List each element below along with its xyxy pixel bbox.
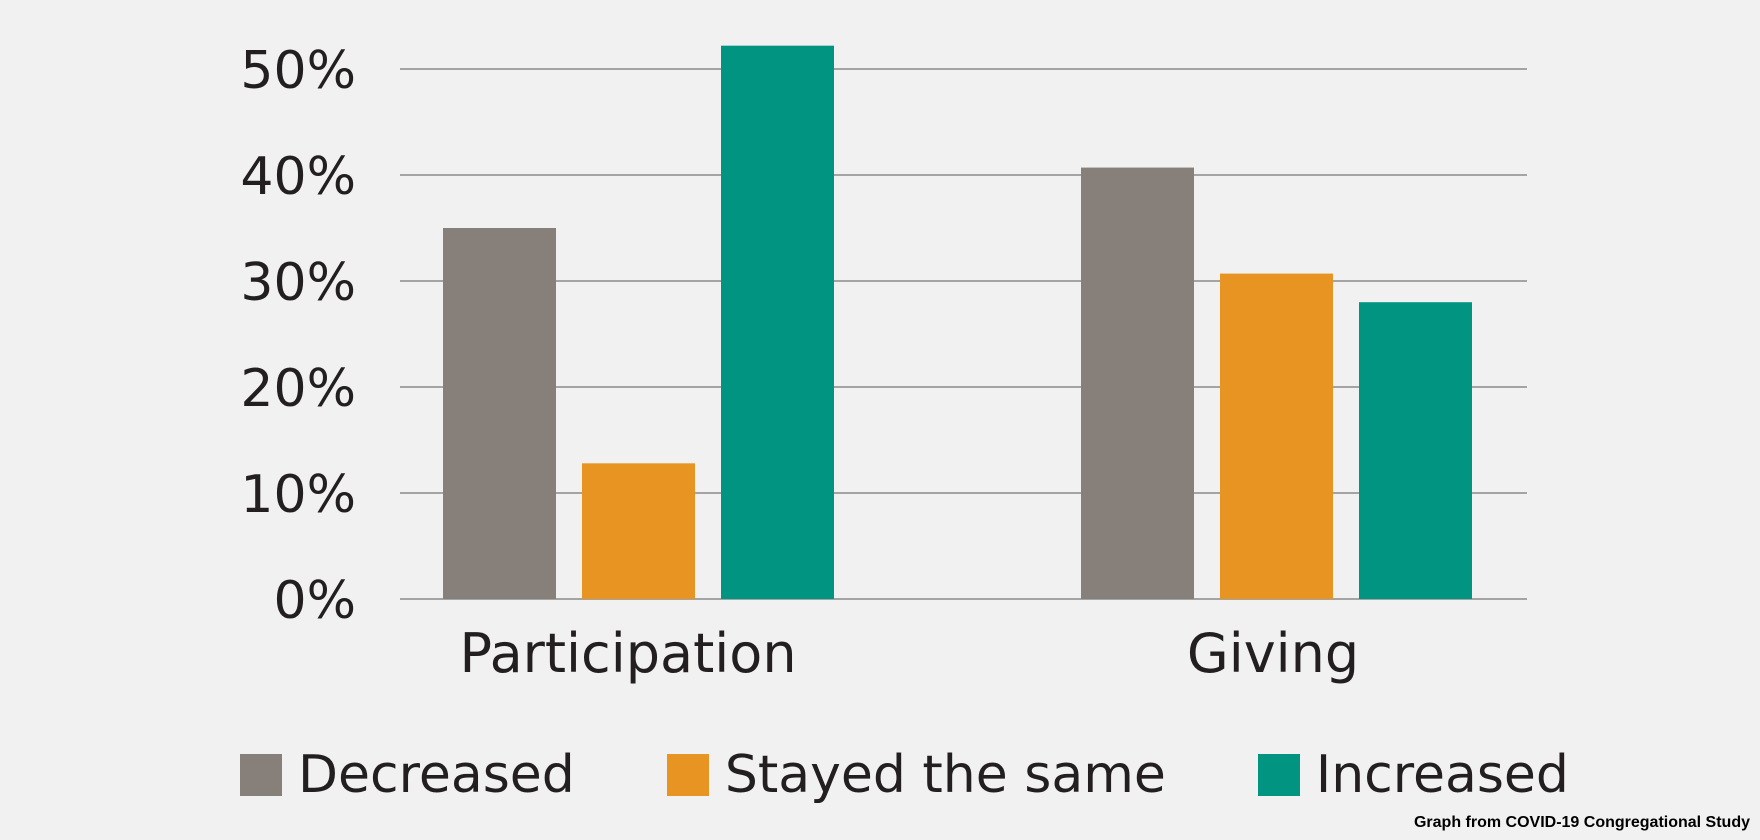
y-tick-label: 20% [240, 359, 356, 419]
x-category-label: Giving [1187, 622, 1359, 685]
bar-giving-stayed-the-same [1220, 273, 1333, 599]
x-axis-category-labels: Participation Giving [459, 622, 1359, 685]
source-credit: Graph from COVID-19 Congregational Study [1413, 814, 1750, 831]
legend-swatch [666, 754, 709, 796]
legend-item: Increased [1257, 745, 1569, 805]
legend-item: Stayed the same [666, 745, 1166, 805]
legend-swatch [1257, 754, 1300, 796]
y-tick-label: 40% [240, 147, 356, 207]
gridlines [400, 68, 1527, 600]
y-tick-label: 0% [274, 571, 357, 631]
bars [443, 45, 1472, 600]
legend: Decreased Stayed the same Increased [240, 745, 1569, 805]
y-tick-label: 50% [240, 41, 356, 101]
legend-label: Decreased [298, 745, 575, 805]
x-category-label: Participation [459, 622, 796, 685]
y-tick-label: 30% [240, 253, 356, 313]
bar-participation-stayed-the-same [582, 463, 695, 599]
bar-participation-decreased [443, 228, 556, 599]
y-tick-label: 10% [240, 465, 356, 525]
bar-participation-increased [721, 45, 834, 600]
bar-giving-increased [1359, 302, 1472, 599]
legend-label: Stayed the same [724, 745, 1166, 805]
legend-item: Decreased [240, 745, 575, 805]
legend-label: Increased [1315, 745, 1569, 805]
bar-giving-decreased [1081, 167, 1194, 599]
y-axis-tick-labels: 0% 10% 20% 30% 40% 50% [240, 41, 356, 631]
legend-swatch [240, 754, 282, 796]
